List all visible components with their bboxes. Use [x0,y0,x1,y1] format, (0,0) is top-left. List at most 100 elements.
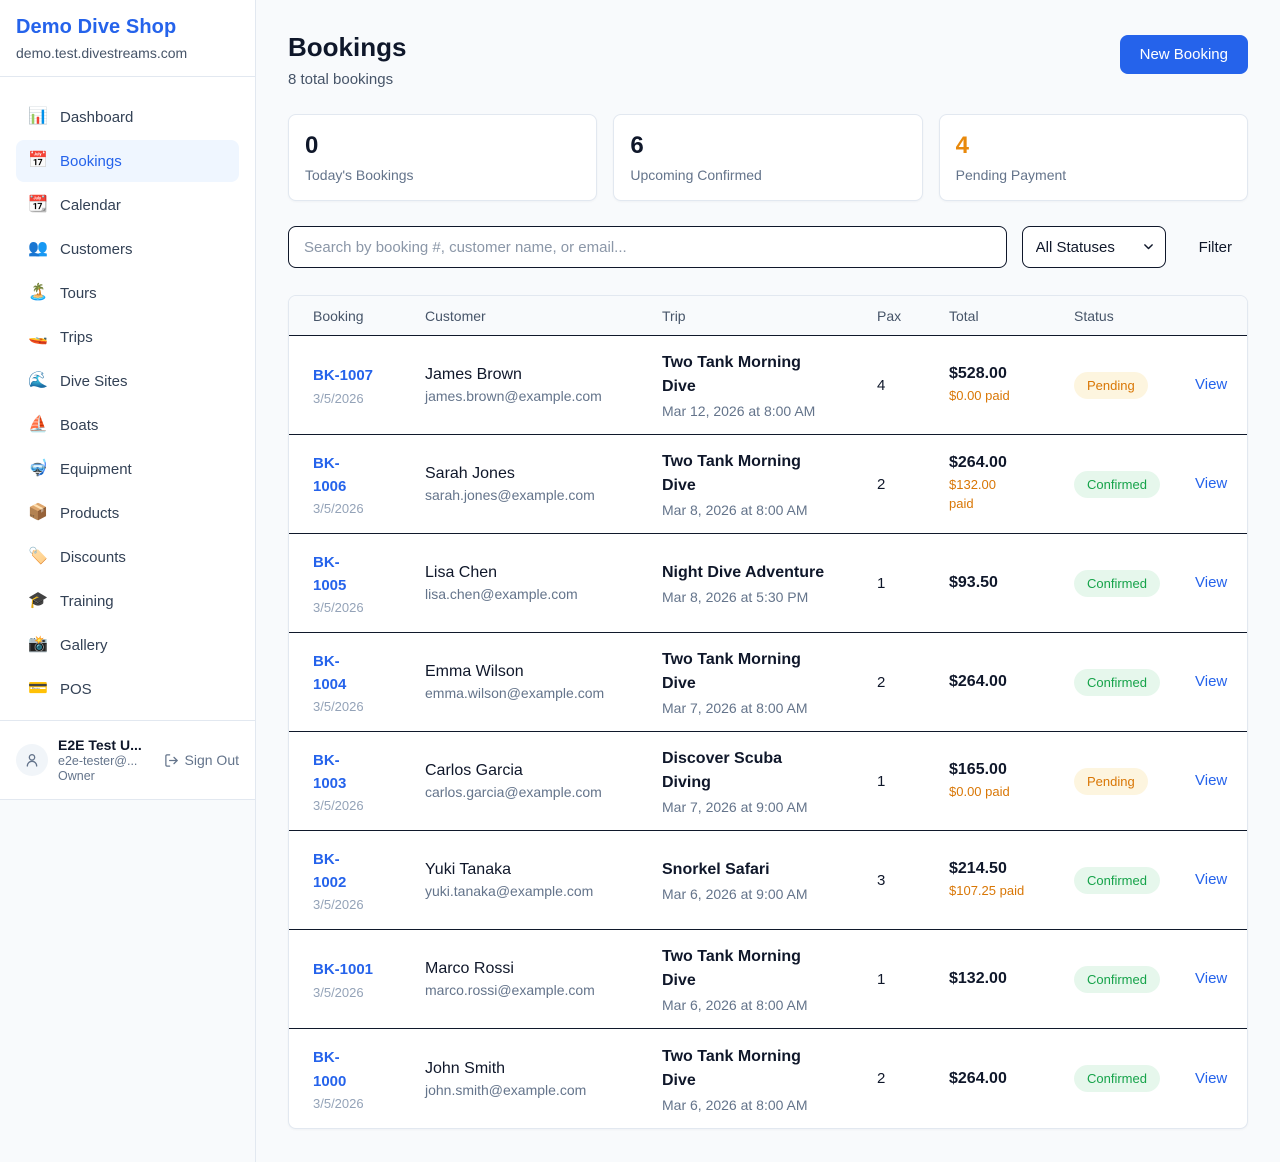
booking-id-link[interactable]: BK-1007 [313,367,374,385]
status-select[interactable]: All Statuses [1021,226,1166,268]
sidebar-item-customers[interactable]: 👥 Customers [16,228,239,270]
sidebar-panel: Demo Dive Shop demo.test.divestreams.com… [0,0,255,800]
calendar-icon: 📅 [28,152,48,169]
pax-cell: 2 [877,1070,949,1087]
trip-cell: Two Tank Morning Dive Mar 7, 2026 at 8:0… [662,648,877,716]
column-header-trip: Trip [662,307,686,324]
booking-date: 3/5/2026 [313,600,364,616]
sidebar-item-gallery[interactable]: 📸 Gallery [16,624,239,666]
view-link[interactable]: View [1195,673,1228,690]
sign-out-button[interactable]: Sign Out [164,752,239,768]
total-cell: $214.50 $107.25 paid [949,860,1074,901]
trip-time: Mar 7, 2026 at 8:00 AM [662,700,808,716]
booking-id-link[interactable]: BK- 1002 [313,850,347,891]
booking-id-link[interactable]: BK-1001 [313,961,374,979]
view-link[interactable]: View [1195,574,1228,591]
sidebar-item-label: Tours [60,284,97,302]
stat-label: Upcoming Confirmed [630,167,762,183]
logout-icon [164,753,178,767]
view-link[interactable]: View [1195,475,1228,492]
pax-value: 1 [877,772,886,790]
graduation-cap-icon: 🎓 [28,592,48,609]
table-row: BK- 1003 3/5/2026 Carlos Garcia carlos.g… [289,732,1247,831]
sidebar-item-dive-sites[interactable]: 🌊 Dive Sites [16,360,239,402]
customer-name: Yuki Tanaka [425,861,511,878]
user-email: e2e-tester@... [58,754,138,768]
customer-cell: Marco Rossi marco.rossi@example.com [425,960,662,998]
table-row: BK- 1006 3/5/2026 Sarah Jones sarah.jone… [289,435,1247,534]
booking-date: 3/5/2026 [313,501,364,517]
total-amount: $165.00 [949,760,1007,778]
sidebar-item-label: Trips [60,328,93,346]
sidebar-item-label: Bookings [60,152,122,170]
actions-cell: View [1195,970,1247,988]
booking-date: 3/5/2026 [313,798,364,814]
sidebar-item-bookings[interactable]: 📅 Bookings [16,140,239,182]
stats-row: 0 Today's Bookings 6 Upcoming Confirmed … [288,114,1248,201]
sidebar-item-products[interactable]: 📦 Products [16,492,239,534]
trip-cell: Discover Scuba Diving Mar 7, 2026 at 9:0… [662,747,877,815]
total-cell: $264.00 [949,1070,1074,1088]
sidebar-item-tours[interactable]: 🏝️ Tours [16,272,239,314]
sidebar-item-calendar[interactable]: 📆 Calendar [16,184,239,226]
pax-cell: 1 [877,773,949,790]
table-row: BK- 1000 3/5/2026 John Smith john.smith@… [289,1029,1247,1128]
booking-id-link[interactable]: BK- 1000 [313,1049,347,1090]
customer-cell: Emma Wilson emma.wilson@example.com [425,663,662,701]
sign-out-label: Sign Out [184,752,239,768]
booking-id-link[interactable]: BK- 1006 [313,454,347,495]
sidebar-item-boats[interactable]: ⛵ Boats [16,404,239,446]
customer-cell: Carlos Garcia carlos.garcia@example.com [425,762,662,800]
sidebar-item-pos[interactable]: 💳 POS [16,668,239,710]
total-amount: $93.50 [949,574,998,591]
new-booking-button[interactable]: New Booking [1119,35,1248,74]
table-row: BK-1007 3/5/2026 James Brown james.brown… [289,336,1247,435]
view-link[interactable]: View [1195,871,1228,888]
trip-name: Night Dive Adventure [662,564,825,581]
customer-name: Emma Wilson [425,663,524,680]
column-header-pax: Pax [877,307,902,324]
booking-id-link[interactable]: BK- 1003 [313,751,347,792]
trip-cell: Night Dive Adventure Mar 8, 2026 at 5:30… [662,561,877,605]
booking-cell: BK- 1004 3/5/2026 [289,650,425,715]
speedboat-icon: 🚤 [28,328,48,345]
sidebar-item-dashboard[interactable]: 📊 Dashboard [16,96,239,138]
status-cell: Confirmed [1074,965,1195,993]
view-link[interactable]: View [1195,376,1228,393]
sidebar-item-label: Products [60,504,120,522]
actions-cell: View [1195,772,1247,790]
search-input[interactable] [288,226,1007,268]
stat-label: Pending Payment [955,167,1067,183]
sidebar-item-training[interactable]: 🎓 Training [16,580,239,622]
table-row: BK- 1004 3/5/2026 Emma Wilson emma.wilso… [289,633,1247,732]
actions-cell: View [1195,1070,1247,1088]
sidebar-item-label: Gallery [60,636,108,654]
status-cell: Confirmed [1074,569,1195,597]
view-link[interactable]: View [1195,970,1228,987]
customer-email: john.smith@example.com [425,1081,587,1098]
filter-button[interactable]: Filter [1183,231,1248,264]
sidebar-item-label: Discounts [60,548,126,566]
booking-cell: BK- 1000 3/5/2026 [289,1046,425,1111]
status-cell: Pending [1074,767,1195,795]
view-link[interactable]: View [1195,1069,1228,1087]
sidebar-nav: 📊 Dashboard 📅 Bookings 📆 Calendar 👥 Cust… [0,77,255,720]
customer-name: James Brown [425,366,522,383]
total-cell: $264.00 $132.00 paid [949,454,1074,514]
status-badge: Confirmed [1074,1065,1160,1092]
customer-name: Carlos Garcia [425,762,523,779]
sidebar-item-trips[interactable]: 🚤 Trips [16,316,239,358]
page-header: Bookings 8 total bookings New Booking [288,32,1248,88]
pax-cell: 2 [877,476,949,493]
trip-time: Mar 6, 2026 at 8:00 AM [662,1096,808,1113]
brand-name: Demo Dive Shop [16,16,177,38]
booking-id-link[interactable]: BK- 1005 [313,553,347,594]
actions-cell: View [1195,673,1247,691]
sidebar-item-equipment[interactable]: 🤿 Equipment [16,448,239,490]
stat-card-pending-payment: 4 Pending Payment [938,114,1248,201]
sidebar-item-discounts[interactable]: 🏷️ Discounts [16,536,239,578]
island-icon: 🏝️ [28,284,48,301]
booking-id-link[interactable]: BK- 1004 [313,652,347,693]
view-link[interactable]: View [1195,772,1228,789]
brand-domain: demo.test.divestreams.com [16,45,188,61]
